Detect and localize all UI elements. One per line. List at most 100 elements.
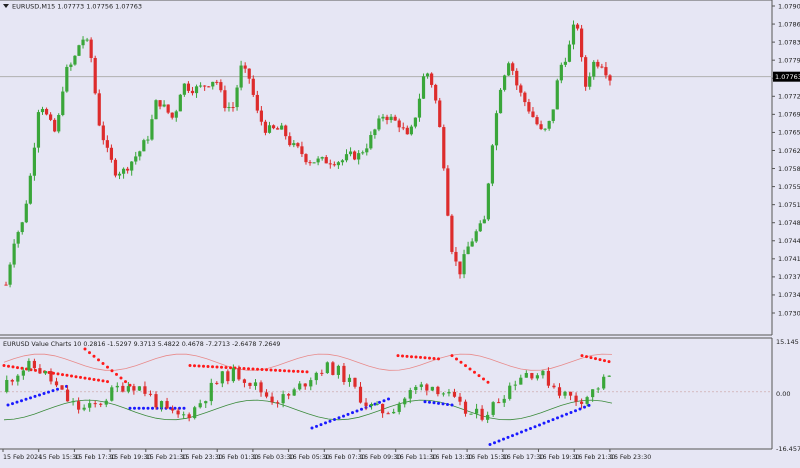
value-candle [502,398,506,403]
bull-candle [150,119,154,140]
value-candle [381,403,385,414]
indicator-dotted-extremes [2,347,611,446]
indicator-title: EURUSD Value Charts 10 0.2816 -1.5297 9.… [3,341,280,348]
bear-candle [271,125,276,129]
bull-candle [121,168,126,174]
bear-candle [284,125,288,137]
value-candle [115,385,119,388]
collapse-triangle-icon[interactable] [3,4,9,8]
blue-dot [529,427,532,431]
value-candle [60,385,64,390]
blue-dot [51,389,55,393]
blue-dot [29,396,32,400]
bear-candle [575,24,580,29]
value-candle [110,387,114,401]
blue-dot [333,417,336,421]
bear-candle [450,215,454,252]
red-dot [296,369,300,373]
value-candle [82,407,86,410]
value-candle [132,386,136,391]
value-candle [320,372,324,374]
value-candle [248,382,252,386]
bull-candle [146,139,150,141]
red-dot [247,367,250,371]
value-candle [5,379,9,392]
bull-candle [470,241,474,247]
value-candle [193,407,197,419]
value-candle [287,394,291,396]
value-candle [469,413,473,415]
price-tick-label: 1.07585 [778,165,800,173]
bear-candle [166,104,170,113]
red-dot [52,371,55,375]
blue-dot [38,393,41,397]
red-dot [405,354,409,358]
blue-dot [428,400,431,404]
bull-candle [178,94,182,112]
time-tick-label: 16 Feb 11:30 [396,454,437,461]
blue-dot [446,402,449,406]
bull-candle [547,120,551,129]
bear-candle [215,81,219,83]
bull-candle [16,232,20,244]
value-candle [21,370,25,376]
bull-candle [142,140,146,152]
red-dot [220,365,223,369]
red-dot [598,358,602,362]
value-candle [220,371,224,384]
price-tick-label: 1.07340 [778,291,800,299]
bull-candle [482,219,486,224]
red-dot [110,369,114,373]
red-dot [589,356,593,360]
red-dot [459,360,463,364]
main-price-pane[interactable]: 1.079001.078651.078301.077951.077601.077… [0,0,800,336]
time-tick-label: 16 Feb 07:30 [324,454,365,461]
value-candle [585,397,589,404]
current-price-label: 1.07763 [775,73,800,81]
bull-candle [69,64,73,67]
bear-candle [243,65,247,69]
value-candle [137,386,142,391]
bull-candle [65,66,69,92]
bear-candle [434,84,438,101]
blue-dot [133,406,136,410]
red-dot [419,355,422,359]
indicator-value-candles [5,358,611,424]
bull-candle [551,109,555,121]
bear-candle [53,119,57,132]
bull-candle [336,162,340,166]
red-dot [301,370,304,374]
bear-candle [405,127,409,135]
blue-dot [551,418,555,422]
time-tick-label: 15 Feb 23:30 [182,454,223,461]
blue-dot [382,399,386,403]
blue-dot [146,406,150,410]
bull-candle [174,111,178,118]
bear-candle [523,92,527,103]
red-dot [450,354,454,358]
blue-dot [319,423,323,427]
bull-candle [490,145,495,184]
price-tick-label: 1.07480 [778,219,800,227]
bear-candle [446,168,450,216]
red-dot [410,355,413,359]
red-dot [2,364,6,368]
price-tick-label: 1.07690 [778,111,800,119]
blue-dot [450,403,454,407]
red-dot [242,366,246,370]
blue-dot [15,400,19,404]
value-candle [198,403,202,408]
blue-dot [137,406,141,410]
red-dot [428,356,431,360]
indicator-pane[interactable]: 15.145 0.00 -16.4576 EURUSD Value Charts… [0,337,800,453]
bear-candle [93,57,97,94]
price-tick-label: 1.07795 [778,56,800,64]
bear-candle [438,100,442,128]
bear-candle [308,162,312,164]
red-dot [464,364,467,368]
bear-candle [231,107,235,109]
bear-candle [608,75,612,81]
value-candle [264,392,269,397]
